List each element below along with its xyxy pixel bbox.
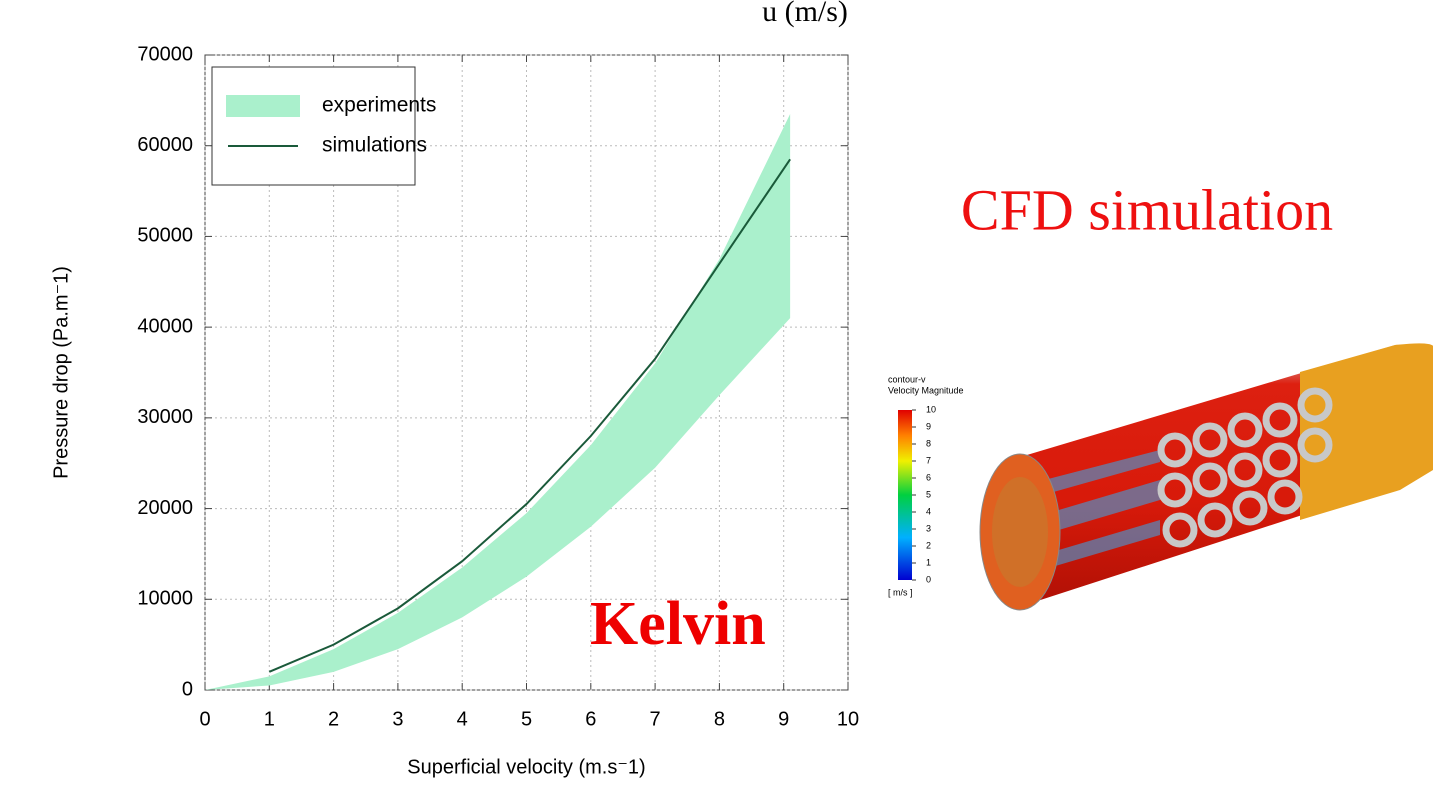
x-axis-label: Superficial velocity (m.s⁻1) bbox=[407, 756, 645, 778]
colorbar-tick-label: 6 bbox=[926, 472, 931, 482]
colorbar-unit: [ m/s ] bbox=[888, 587, 913, 597]
y-tick-label: 20000 bbox=[137, 497, 193, 519]
colorbar-tick-label: 3 bbox=[926, 523, 931, 533]
colorbar-tick-label: 4 bbox=[926, 506, 931, 516]
legend-swatch bbox=[226, 95, 300, 117]
cfd-image bbox=[979, 343, 1433, 611]
y-tick-label: 10000 bbox=[137, 588, 193, 610]
top-label: u (m/s) bbox=[762, 0, 848, 28]
legend-label: experiments bbox=[322, 94, 436, 117]
y-tick-label: 0 bbox=[182, 678, 193, 700]
x-tick-label: 8 bbox=[714, 708, 725, 730]
colorbar-subtitle: Velocity Magnitude bbox=[888, 385, 964, 395]
band-area bbox=[205, 113, 791, 690]
colorbar-tick-label: 8 bbox=[926, 438, 931, 448]
y-tick-label: 40000 bbox=[137, 315, 193, 337]
legend bbox=[211, 66, 416, 186]
x-tick-label: 3 bbox=[392, 708, 403, 730]
y-axis-label: Pressure drop (Pa.m⁻1) bbox=[50, 266, 72, 479]
colorbar-tick-label: 2 bbox=[926, 540, 931, 550]
x-tick-label: 10 bbox=[837, 708, 859, 730]
x-tick-label: 6 bbox=[585, 708, 596, 730]
x-tick-label: 9 bbox=[778, 708, 789, 730]
legend-label: simulations bbox=[322, 134, 427, 157]
colorbar-tick-label: 7 bbox=[926, 455, 931, 465]
colorbar-tick-label: 1 bbox=[926, 557, 931, 567]
y-tick-label: 30000 bbox=[137, 406, 193, 428]
colorbar-tick-label: 10 bbox=[926, 404, 936, 414]
kelvin-label: Kelvin bbox=[590, 590, 766, 658]
colorbar-tick-label: 5 bbox=[926, 489, 931, 499]
line bbox=[268, 158, 791, 673]
x-tick-label: 7 bbox=[650, 708, 661, 730]
colorbar-title: contour-v bbox=[888, 374, 926, 384]
y-tick-label: 70000 bbox=[137, 43, 193, 65]
x-tick-label: 2 bbox=[328, 708, 339, 730]
colorbar bbox=[898, 410, 912, 580]
colorbar-tick-label: 0 bbox=[926, 574, 931, 584]
y-tick-label: 60000 bbox=[137, 134, 193, 156]
x-tick-label: 0 bbox=[199, 708, 210, 730]
x-tick-label: 5 bbox=[521, 708, 532, 730]
x-tick-label: 4 bbox=[457, 708, 468, 730]
y-tick-label: 50000 bbox=[137, 225, 193, 247]
x-tick-label: 1 bbox=[264, 708, 275, 730]
cfd-title: CFD simulation bbox=[961, 177, 1333, 242]
colorbar-tick-label: 9 bbox=[926, 421, 931, 431]
